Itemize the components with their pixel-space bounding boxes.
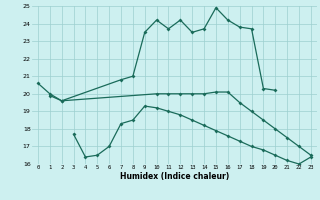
X-axis label: Humidex (Indice chaleur): Humidex (Indice chaleur) [120,172,229,181]
